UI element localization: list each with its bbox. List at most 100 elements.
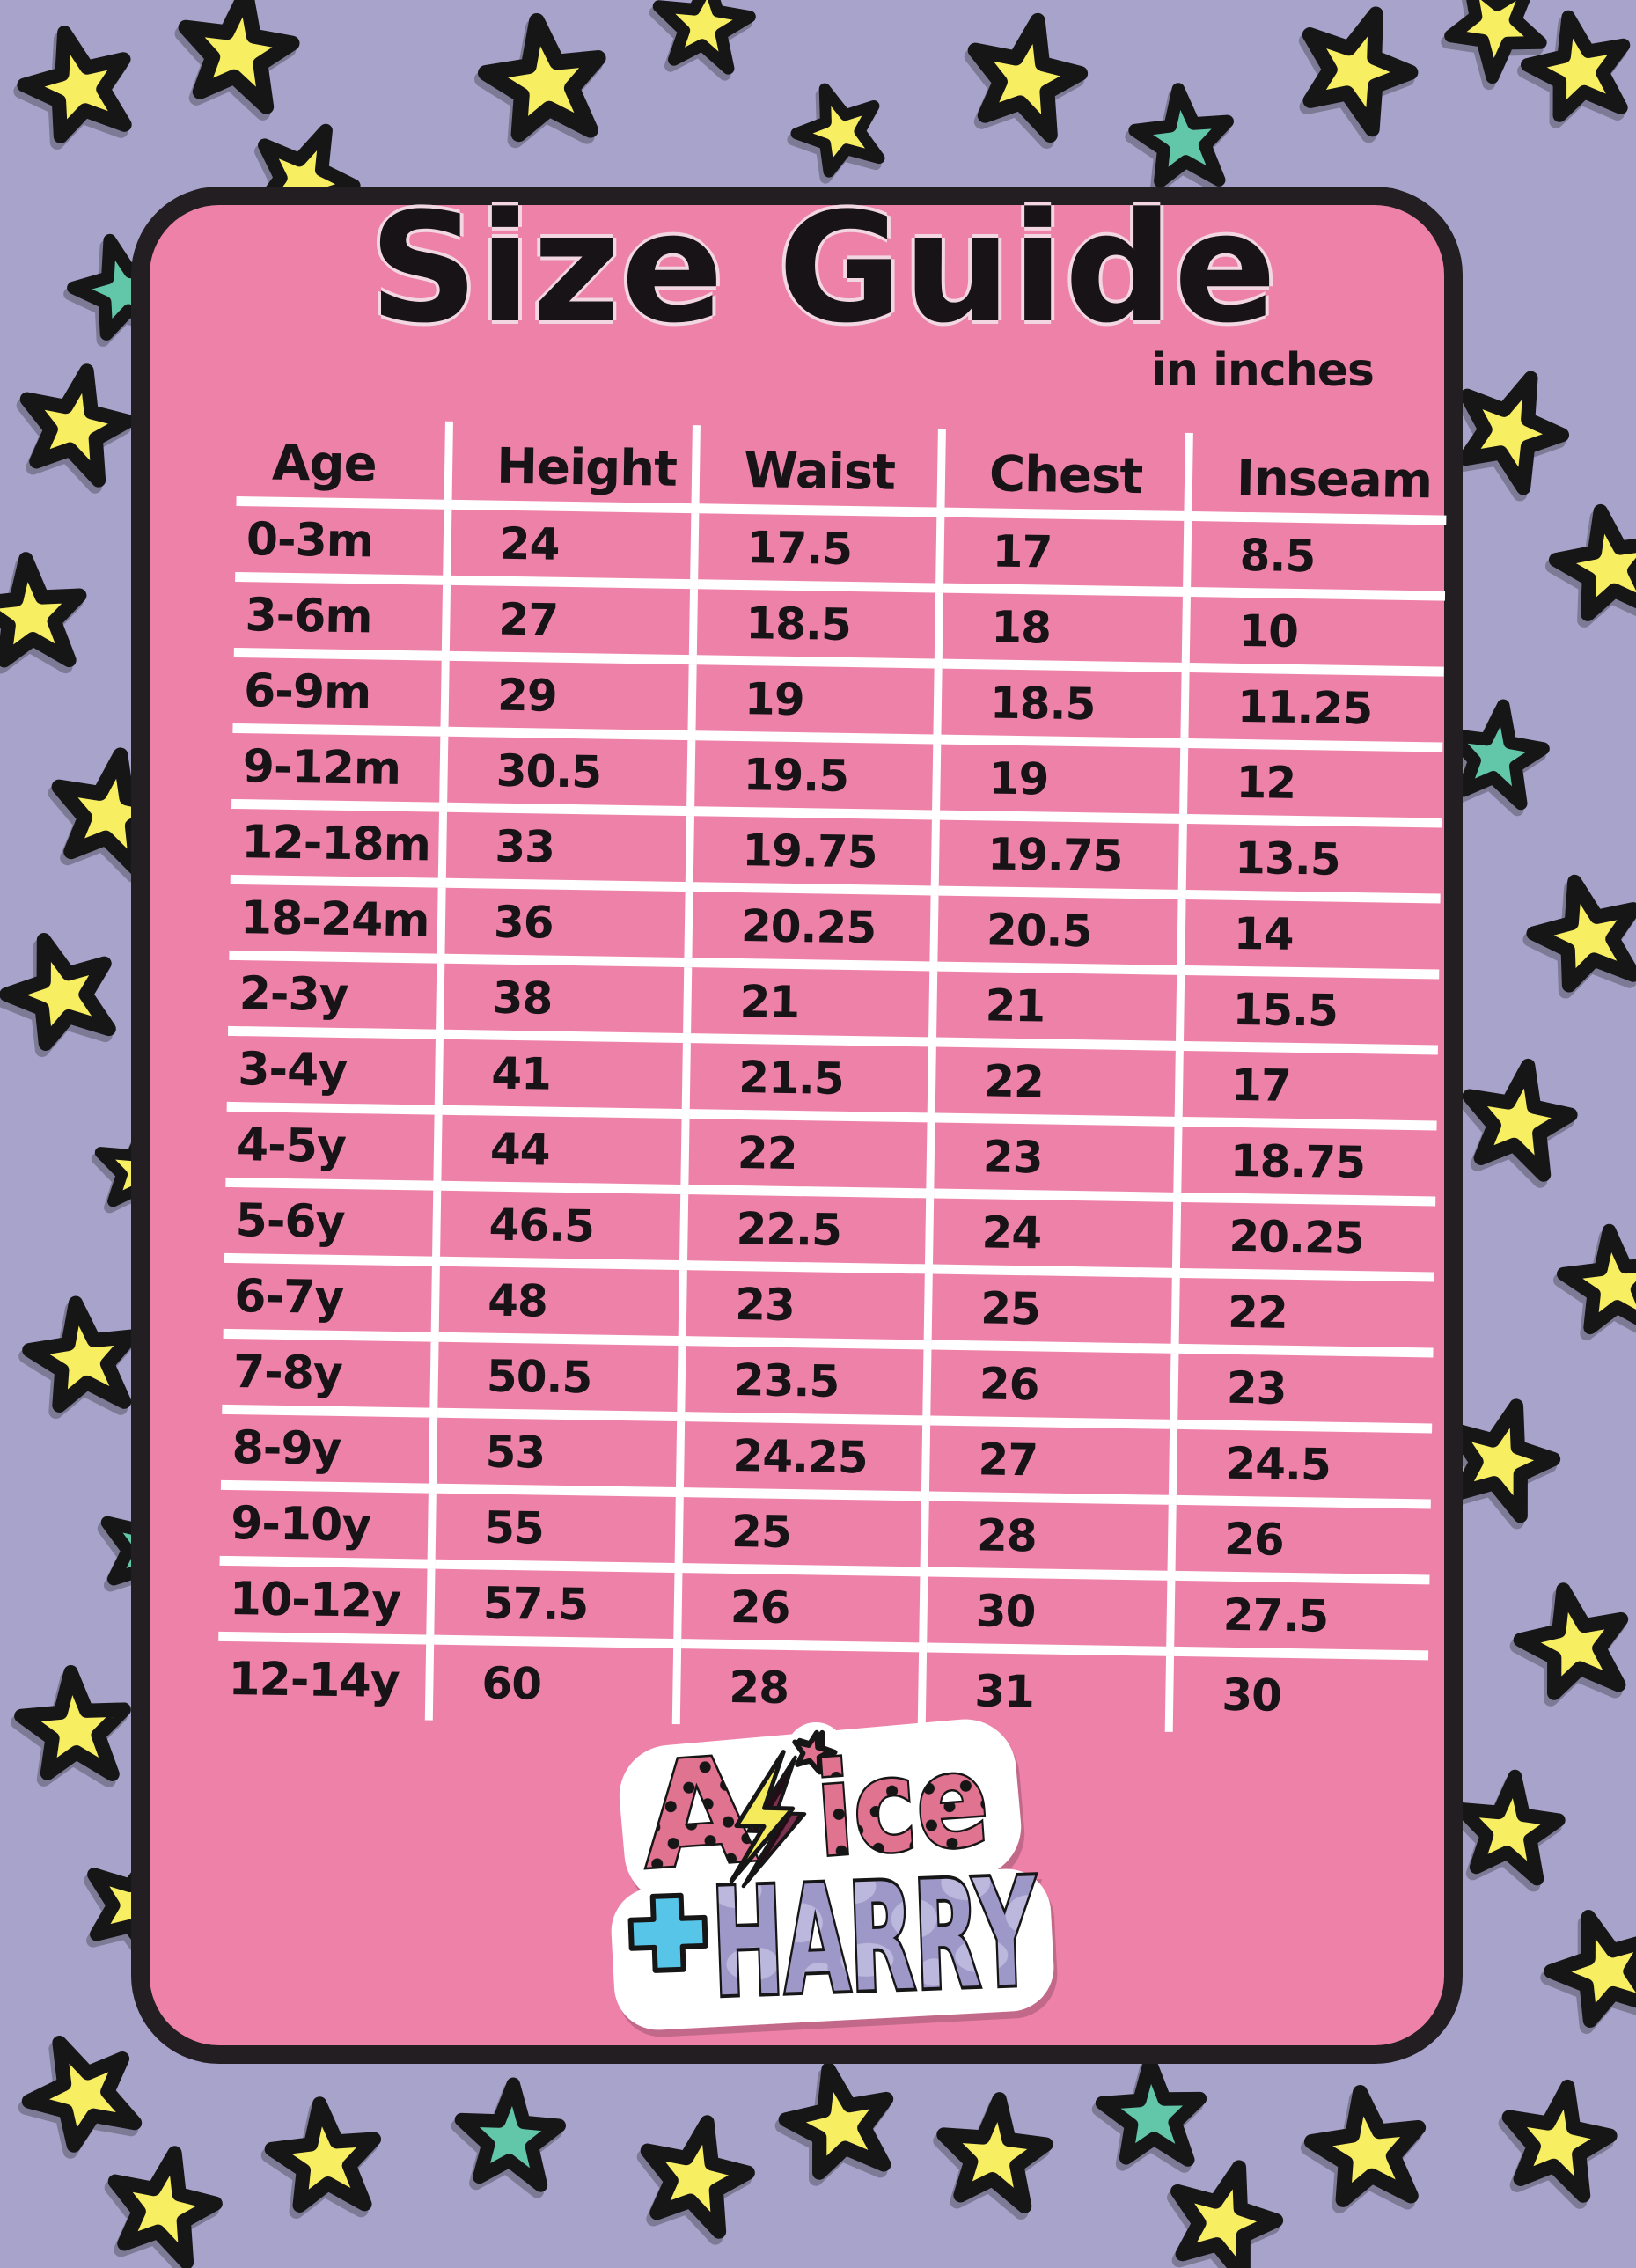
table-cell: 24.5 bbox=[1176, 1428, 1433, 1509]
table-cell: 28 bbox=[928, 1501, 1177, 1581]
row-label: 5-6y bbox=[224, 1186, 442, 1266]
row-label: 12-18m bbox=[230, 808, 447, 888]
row-label: 9-12m bbox=[231, 732, 449, 812]
star-icon bbox=[647, 0, 767, 90]
logo-word-alice-ice: ice bbox=[811, 1726, 993, 1886]
table-cell: 21 bbox=[935, 971, 1185, 1051]
table-cell: 38 bbox=[443, 963, 693, 1044]
table-cell: 12 bbox=[1186, 748, 1443, 828]
column-header-chest: Chest bbox=[944, 429, 1193, 522]
table-cell: 15.5 bbox=[1183, 974, 1440, 1055]
table-cell: 22 bbox=[688, 1119, 935, 1199]
row-label: 8-9y bbox=[220, 1413, 438, 1494]
table-cell: 20.25 bbox=[1179, 1201, 1436, 1282]
table-cell: 20.5 bbox=[937, 895, 1186, 975]
column-header-waist: Waist bbox=[699, 425, 946, 517]
table-cell: 22.5 bbox=[686, 1194, 935, 1274]
table-cell: 13.5 bbox=[1185, 824, 1442, 904]
logo-word-alice-a: A bbox=[636, 1725, 760, 1901]
star-icon bbox=[102, 2142, 224, 2265]
table-cell: 10 bbox=[1189, 597, 1445, 677]
star-icon bbox=[777, 2059, 899, 2183]
star-icon bbox=[1443, 358, 1578, 494]
table-cell: 27.5 bbox=[1174, 1580, 1430, 1661]
table-cell: 46.5 bbox=[439, 1190, 689, 1271]
table-cell: 19 bbox=[695, 664, 943, 745]
table-cell: 41 bbox=[442, 1039, 691, 1119]
star-icon bbox=[938, 2095, 1050, 2207]
star-icon bbox=[1306, 2085, 1427, 2208]
table-cell: 26 bbox=[681, 1573, 928, 1653]
size-table: Age Height Waist Chest Inseam 0-3m 24 17.5 17 8.5… bbox=[216, 418, 1448, 1736]
table-cell: 18 bbox=[942, 592, 1191, 673]
table-cell: 18.5 bbox=[696, 589, 943, 669]
star-icon bbox=[785, 76, 891, 182]
table-cell: 30.5 bbox=[446, 736, 696, 817]
table-cell: 18.75 bbox=[1181, 1126, 1437, 1207]
star-icon bbox=[961, 9, 1089, 138]
star-icon bbox=[18, 1669, 128, 1780]
star-icon bbox=[1100, 2059, 1203, 2164]
plus-icon bbox=[627, 1892, 708, 1973]
star-icon bbox=[1458, 1057, 1577, 1178]
table-cell: 11.25 bbox=[1188, 672, 1444, 752]
row-label: 6-9m bbox=[232, 657, 450, 737]
star-icon bbox=[1520, 7, 1636, 125]
table-cell: 8.5 bbox=[1190, 521, 1447, 601]
row-label: 12-14y bbox=[216, 1640, 435, 1721]
row-label: 2-3y bbox=[227, 959, 445, 1039]
table-cell: 14 bbox=[1185, 899, 1441, 980]
star-icon bbox=[0, 554, 85, 667]
page-title: Size Guide bbox=[369, 180, 1278, 356]
table-cell: 33 bbox=[445, 811, 694, 892]
row-label: 6-7y bbox=[223, 1262, 440, 1342]
row-label: 3-6m bbox=[233, 581, 451, 661]
star-icon bbox=[268, 2098, 380, 2213]
table-cell: 17 bbox=[1182, 1050, 1438, 1131]
star-icon bbox=[635, 2111, 757, 2235]
column-header-inseam: Inseam bbox=[1192, 433, 1448, 525]
star-icon bbox=[1160, 2153, 1288, 2268]
table-cell: 30 bbox=[927, 1576, 1176, 1656]
table-cell: 21.5 bbox=[689, 1043, 936, 1123]
table-cell: 50.5 bbox=[437, 1341, 686, 1422]
table-cell: 24.25 bbox=[683, 1421, 931, 1501]
row-label: 18-24m bbox=[229, 884, 446, 964]
table-cell: 19.75 bbox=[693, 816, 940, 896]
row-label: 0-3m bbox=[235, 505, 452, 585]
table-cell: 27 bbox=[449, 584, 699, 665]
star-icon bbox=[1287, 0, 1425, 135]
lightning-bolt-icon bbox=[729, 1750, 807, 1889]
logo-word-harry: HARRY bbox=[709, 1846, 1040, 2030]
star-icon bbox=[1512, 1580, 1634, 1703]
table-cell: 55 bbox=[435, 1493, 684, 1574]
table-cell: 26 bbox=[930, 1349, 1179, 1429]
table-cell: 23 bbox=[934, 1122, 1183, 1202]
table-cell: 17 bbox=[943, 517, 1192, 598]
table-cell: 22 bbox=[935, 1046, 1184, 1127]
table-cell: 19.75 bbox=[938, 819, 1187, 899]
row-label: 10-12y bbox=[218, 1565, 436, 1645]
table-cell: 57.5 bbox=[434, 1568, 683, 1649]
star-icon bbox=[176, 0, 297, 109]
star-icon bbox=[14, 360, 136, 483]
table-cell: 21 bbox=[690, 967, 938, 1047]
star-icon bbox=[1549, 503, 1636, 623]
column-header-height: Height bbox=[451, 421, 701, 514]
table-cell: 23.5 bbox=[685, 1346, 932, 1426]
table-cell: 19 bbox=[939, 744, 1189, 825]
table-cell: 17.5 bbox=[698, 513, 945, 593]
brand-logo: A ice HARRY bbox=[611, 1732, 1054, 2033]
table-cell: 24 bbox=[932, 1198, 1182, 1278]
table-cell: 53 bbox=[436, 1417, 686, 1498]
table-cell: 30 bbox=[1221, 1669, 1282, 1721]
star-icon bbox=[1455, 1772, 1562, 1881]
row-label: 3-4y bbox=[226, 1035, 444, 1115]
star-icon bbox=[0, 925, 124, 1056]
row-label: 4-5y bbox=[225, 1111, 443, 1191]
table-cell: 44 bbox=[441, 1114, 690, 1195]
table-cell: 36 bbox=[444, 887, 693, 968]
star-icon bbox=[12, 2022, 150, 2160]
row-label: 7-8y bbox=[222, 1338, 439, 1418]
